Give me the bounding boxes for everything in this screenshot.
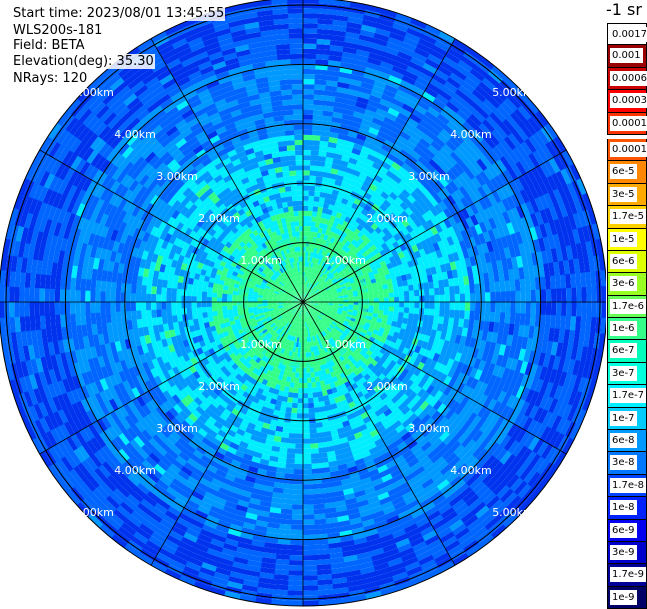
colorbar-swatch: 6e-5 [607, 161, 647, 184]
colorbar-swatch: 0.001 [607, 45, 647, 68]
range-label: 3.00km [156, 422, 198, 435]
colorbar-swatch: 1e-6 [607, 318, 647, 341]
colorbar-tick-label: 3e-6 [610, 276, 637, 292]
range-label: 2.00km [366, 212, 408, 225]
range-label: 2.00km [198, 380, 240, 393]
azimuth-spoke [302, 38, 456, 303]
azimuth-spoke [302, 301, 567, 455]
range-label: 5.00km [72, 86, 114, 99]
range-label: 3.00km [408, 170, 450, 183]
colorbar-tick-label: 1.7e-8 [610, 477, 647, 493]
colorbar-swatch: 3e-6 [607, 273, 647, 296]
range-label: 4.00km [450, 464, 492, 477]
azimuth-spoke [39, 149, 304, 303]
range-label: 4.00km [450, 128, 492, 141]
colorbar-swatch: 1.7e-8 [607, 474, 647, 498]
azimuth-spoke [150, 38, 304, 303]
colorbar-swatch: 0.0003 [607, 90, 647, 113]
colorbar-tick-label: 1.7e-5 [610, 209, 647, 225]
colorbar-swatch: 3e-9 [607, 541, 647, 565]
colorbar-tick-label: 1e-5 [610, 231, 637, 247]
colorbar-tick-label: 0.0006 [610, 70, 647, 86]
colorbar-swatch: 1.7e-9 [607, 564, 647, 587]
range-label: 1.00km [324, 338, 366, 351]
colorbar-swatch: 3e-5 [607, 183, 647, 207]
colorbar-swatch: 3e-8 [607, 452, 647, 475]
colorbar-swatch: 6e-7 [607, 340, 647, 363]
range-label: 5.00km [492, 506, 534, 519]
range-label: 5.00km [72, 506, 114, 519]
range-label: 2.00km [366, 380, 408, 393]
colorbar-tick-label: 6e-5 [610, 164, 637, 180]
colorbar-tick-label: 6e-7 [610, 343, 637, 359]
colorbar-tick-label: 0.0001 [610, 141, 647, 157]
colorbar-tick-label: 1.7e-6 [610, 298, 647, 314]
colorbar-tick-label: 0.0017 [610, 27, 647, 42]
elevation-label: Elevation(deg): 35.30 [12, 54, 155, 69]
colorbar-tick-label: 3e-7 [610, 365, 637, 381]
range-label: 4.00km [114, 464, 156, 477]
station-label: WLS200s-181 [12, 23, 104, 38]
range-label: 1.00km [324, 254, 366, 267]
azimuth-spoke [150, 301, 304, 566]
azimuth-spoke [302, 301, 456, 566]
colorbar-tick-label: 0.00017 [610, 115, 647, 131]
nrays-label: NRays: 120 [12, 71, 89, 86]
azimuth-spoke [39, 301, 304, 455]
colorbar-tick-label: 1e-9 [610, 589, 637, 605]
azimuth-spoke [302, 149, 567, 303]
range-label: 5.00km [492, 86, 534, 99]
colorbar-tick-label: 3e-9 [610, 544, 637, 560]
colorbar: 0.0017 0.001 0.0006 0.0003 0.00017 0.0001 6e-5… [607, 23, 647, 609]
colorbar-swatch: 6e-6 [607, 250, 647, 274]
range-label: 1.00km [240, 254, 282, 267]
colorbar-swatch: 1e-9 [607, 586, 647, 609]
colorbar-swatch: 1.7e-7 [607, 385, 647, 408]
ppi-scan-plot: 1.00km 1.00km 1.00km 1.00km 2.00km 2.00km 2.00… [0, 0, 606, 607]
colorbar-tick-label: 1.7e-7 [610, 388, 647, 404]
colorbar-tick-label: 3e-8 [610, 455, 637, 471]
colorbar-tick-label: 1.7e-9 [610, 567, 647, 583]
colorbar-swatch: 6e-9 [607, 519, 647, 542]
colorbar-tick-label: 0.0003 [610, 93, 647, 109]
colorbar-tick-label: 1e-6 [610, 321, 637, 337]
range-label: 1.00km [240, 338, 282, 351]
range-label: 3.00km [156, 170, 198, 183]
colorbar-swatch: 6e-8 [607, 430, 647, 453]
colorbar-swatch: 1e-7 [607, 407, 647, 431]
range-label: 4.00km [114, 128, 156, 141]
colorbar-swatch: 3e-7 [607, 362, 647, 386]
field-label: Field: BETA [12, 38, 86, 53]
colorbar-tick-label: 1e-8 [610, 500, 637, 516]
colorbar-swatch: 1e-8 [607, 497, 647, 520]
range-label: 3.00km [408, 422, 450, 435]
colorbar-swatch: 0.00017 [607, 112, 647, 135]
colorbar-swatch: 0.0001 [607, 138, 647, 162]
colorbar-swatch: 0.0017 [607, 23, 647, 46]
colorbar-swatch: 1.7e-6 [607, 295, 647, 319]
colorbar-tick-label: 3e-5 [610, 186, 637, 202]
colorbar-unit-label: -1 sr [606, 0, 642, 19]
colorbar-tick-label: 6e-9 [610, 522, 637, 538]
colorbar-swatch: 0.0006 [607, 67, 647, 91]
colorbar-tick-label: 6e-6 [610, 253, 637, 269]
range-label: 2.00km [198, 212, 240, 225]
start-time-label: Start time: 2023/08/01 13:45:55 [12, 6, 226, 21]
colorbar-swatch: 1e-5 [607, 228, 647, 251]
colorbar-tick-label: 0.001 [610, 48, 643, 64]
colorbar-swatch: 1.7e-5 [607, 206, 647, 229]
colorbar-tick-label: 6e-8 [610, 433, 637, 449]
colorbar-tick-label: 1e-7 [610, 410, 637, 426]
